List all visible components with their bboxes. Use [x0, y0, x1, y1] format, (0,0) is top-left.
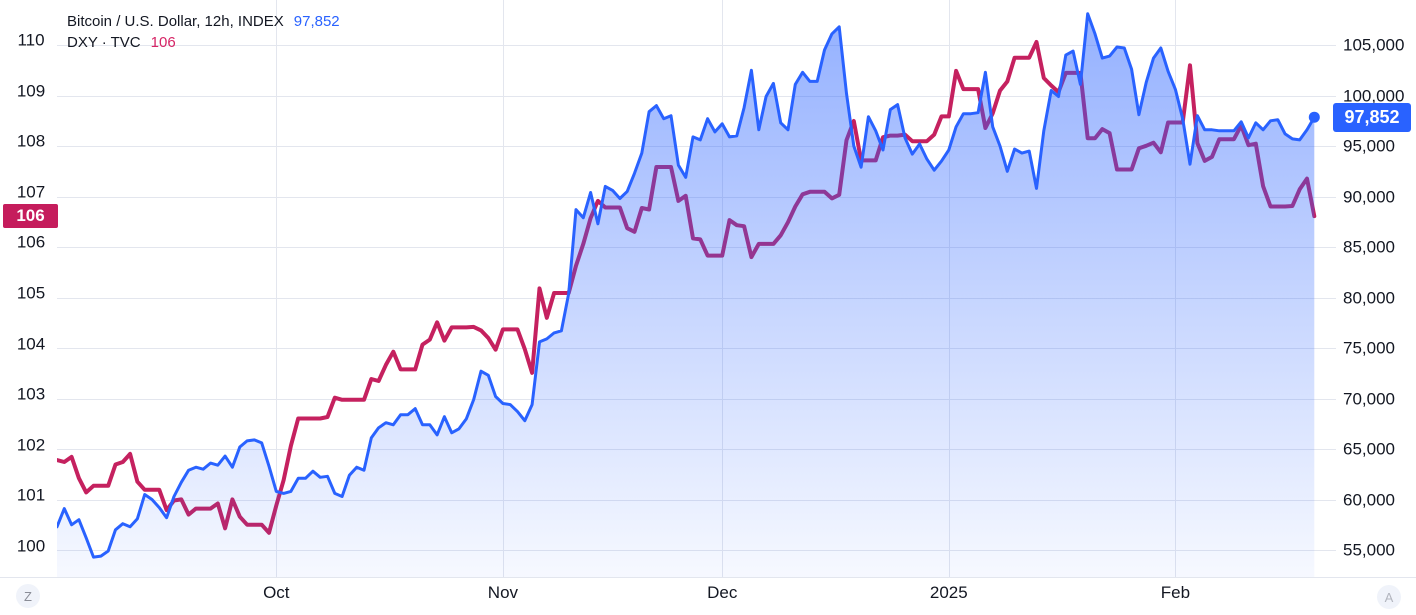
dxy-price-badge: 106	[3, 204, 58, 228]
btc-area-fill	[57, 13, 1315, 577]
left-axis-tick: 102	[16, 435, 46, 455]
legend-row-main-series[interactable]: Bitcoin / U.S. Dollar, 12h, INDEX 97,852	[67, 11, 340, 32]
left-axis-tick: 109	[16, 81, 46, 101]
main-series-title: Bitcoin / U.S. Dollar, 12h, INDEX	[67, 13, 284, 30]
btc-price-badge: 97,852	[1333, 103, 1411, 132]
right-axis-tick: 85,000	[1343, 237, 1395, 257]
left-axis-tick: 106	[16, 232, 46, 252]
right-axis-tick: 80,000	[1343, 288, 1395, 307]
right-axis-tick: 90,000	[1343, 187, 1395, 206]
right-axis-tick: 100,000	[1343, 86, 1405, 105]
right-axis-tick: 105,000	[1343, 35, 1405, 55]
right-axis-tick: 75,000	[1343, 338, 1395, 358]
right-axis-tick: 55,000	[1343, 540, 1395, 560]
time-axis-label: 2025	[929, 583, 968, 602]
btc-line-series[interactable]	[57, 12, 1316, 559]
right-axis-tick: 95,000	[1343, 136, 1395, 156]
left-axis-tick: 104	[16, 334, 46, 354]
time-axis-label: Nov	[487, 583, 519, 602]
time-axis-label: Feb	[1160, 583, 1191, 602]
legend-row-dxy-series[interactable]: DXY · TVC 106	[67, 32, 340, 53]
dxy-series-last-price: 106	[150, 34, 176, 51]
right-axis-tick: 60,000	[1343, 490, 1395, 509]
dxy-series-title: DXY · TVC	[67, 34, 141, 51]
timezone-button[interactable]: Z	[16, 584, 40, 608]
chart-legend: Bitcoin / U.S. Dollar, 12h, INDEX 97,852…	[67, 11, 340, 53]
left-axis-tick: 100	[16, 536, 46, 556]
main-series-last-price: 97,852	[293, 13, 340, 30]
btc-last-price-dot	[1308, 111, 1320, 123]
left-axis-tick: 105	[16, 283, 46, 303]
right-axis-tick: 65,000	[1343, 439, 1395, 459]
left-axis-tick: 101	[16, 485, 46, 505]
time-axis-label: Oct	[263, 583, 290, 602]
time-axis-label: Dec	[707, 583, 738, 602]
left-axis-tick: 110	[17, 30, 45, 50]
autoscale-button[interactable]: A	[1377, 585, 1401, 609]
left-axis-tick: 103	[16, 384, 46, 404]
left-axis-tick: 108	[16, 131, 46, 151]
right-axis-tick: 70,000	[1343, 389, 1395, 408]
left-axis-tick: 107	[16, 182, 46, 202]
